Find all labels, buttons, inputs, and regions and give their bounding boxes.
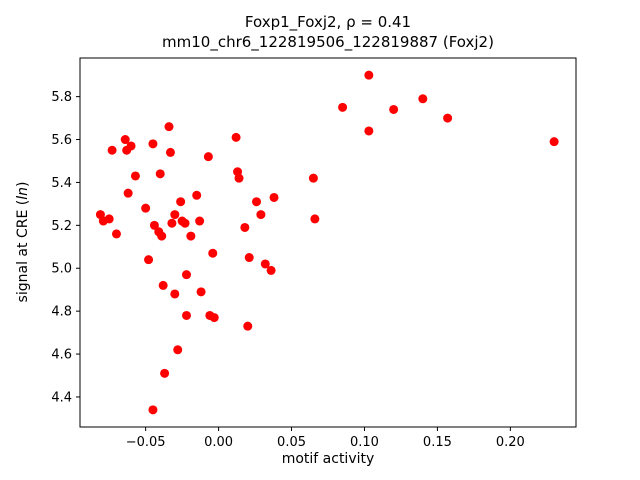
data-point [196, 287, 206, 297]
x-tick-label: −0.05 [126, 435, 166, 450]
plot-area [79, 57, 577, 428]
chart-title: Foxp1_Foxj2, ρ = 0.41 [245, 13, 411, 32]
data-point [111, 229, 121, 239]
data-point [243, 321, 253, 331]
data-point [170, 289, 180, 299]
data-point [364, 126, 374, 136]
y-axis-label: signal at CRE (ln) [15, 182, 31, 303]
data-point [256, 210, 266, 220]
data-point [260, 259, 270, 269]
data-point [195, 216, 205, 226]
data-point [126, 141, 136, 151]
data-point [104, 214, 114, 224]
data-point [240, 222, 250, 232]
data-point [231, 132, 241, 142]
data-point [148, 405, 158, 415]
data-point [148, 139, 158, 149]
data-point [180, 218, 190, 228]
data-point [244, 253, 254, 263]
y-tick-label: 5.6 [51, 133, 72, 148]
y-tick-label: 5.2 [51, 219, 72, 234]
data-point [144, 255, 154, 265]
data-point [107, 145, 117, 155]
data-point [160, 368, 170, 378]
data-point [167, 218, 177, 228]
y-tick-label: 5.4 [51, 176, 72, 191]
data-point [418, 94, 428, 104]
data-point [176, 197, 186, 207]
data-point [173, 345, 183, 355]
data-point [165, 147, 175, 157]
data-point [269, 192, 279, 202]
data-point [389, 104, 399, 114]
x-tick-label: 0.10 [350, 435, 379, 450]
y-tick-label: 5.8 [51, 90, 72, 105]
data-point [209, 313, 219, 323]
data-point [443, 113, 453, 123]
x-tick-label: 0.20 [496, 435, 525, 450]
data-point [155, 169, 165, 179]
data-point [308, 173, 318, 183]
data-point [252, 197, 262, 207]
axis-ticks: −0.05 0.00 0.05 0.10 0.15 0.20 4.4 4.6 4.8 5.0 5.2… [51, 90, 525, 450]
data-point [234, 173, 244, 183]
data-point [192, 190, 202, 200]
data-point [310, 214, 320, 224]
data-point [203, 152, 213, 162]
data-point [157, 231, 167, 241]
data-point [186, 231, 196, 241]
data-point [123, 188, 133, 198]
data-point [120, 135, 130, 145]
x-tick-label: 0.15 [423, 435, 452, 450]
data-point [181, 310, 191, 320]
data-point [549, 137, 559, 147]
data-point [170, 210, 180, 220]
y-tick-label: 4.8 [51, 305, 72, 320]
data-point [141, 203, 151, 213]
y-tick-label: 4.6 [51, 348, 72, 363]
data-points [95, 70, 559, 415]
x-tick-label: 0.00 [204, 435, 233, 450]
data-point [164, 122, 174, 132]
x-axis-label: motif activity [282, 451, 375, 467]
data-point [208, 248, 218, 258]
y-tick-label: 4.4 [51, 390, 72, 405]
data-point [364, 70, 374, 80]
y-tick-label: 5.0 [51, 262, 72, 277]
data-point [266, 265, 276, 275]
data-point [338, 102, 348, 112]
x-tick-label: 0.05 [277, 435, 306, 450]
chart-subtitle: mm10_chr6_122819506_122819887 (Foxj2) [162, 33, 494, 52]
data-point [158, 280, 168, 290]
data-point [130, 171, 140, 181]
data-point [149, 220, 159, 230]
data-point [181, 270, 191, 280]
